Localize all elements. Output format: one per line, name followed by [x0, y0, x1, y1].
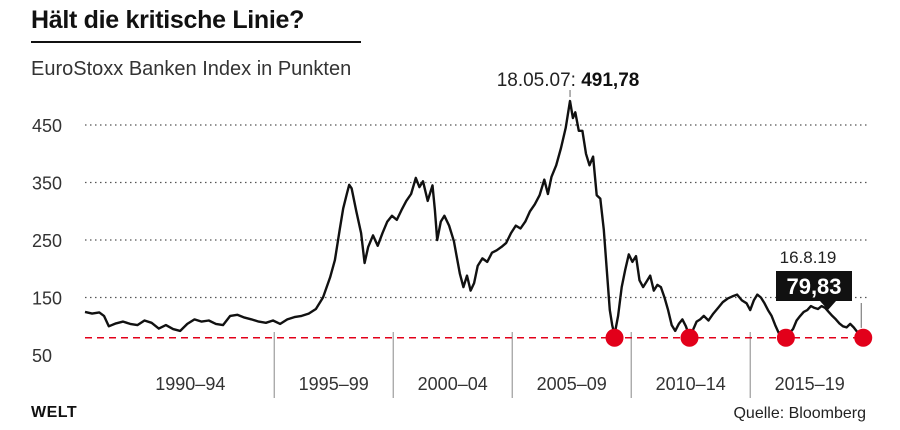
y-tick-label: 250: [32, 231, 62, 251]
x-category-label: 2005–09: [537, 374, 607, 394]
chart-title: Hält die kritische Linie?: [31, 6, 305, 34]
y-tick-label: 450: [32, 116, 62, 136]
title-underline: [31, 41, 361, 43]
support-touch-marker: [776, 328, 795, 347]
x-category-label: 1990–94: [155, 374, 225, 394]
x-category-label: 2010–14: [656, 374, 726, 394]
latest-date-label: 16.8.19: [780, 248, 837, 267]
y-tick-label: 50: [32, 346, 52, 366]
latest-value: 79,83: [786, 274, 841, 299]
peak-date: 18.05.07:: [497, 70, 582, 91]
source-note: Quelle: Bloomberg: [733, 405, 866, 422]
latest-value-box: [776, 271, 852, 310]
brand-logo: WELT: [31, 404, 78, 421]
support-touch-marker: [605, 328, 624, 347]
peak-annotation: 18.05.07: 491,78: [497, 70, 640, 91]
y-tick-label: 350: [32, 174, 62, 194]
peak-value: 491,78: [581, 70, 639, 91]
x-category-label: 2015–19: [775, 374, 845, 394]
support-touch-marker: [854, 328, 873, 347]
x-category-label: 2000–04: [418, 374, 488, 394]
x-category-label: 1995–99: [299, 374, 369, 394]
y-tick-label: 150: [32, 289, 62, 309]
support-touch-marker: [680, 328, 699, 347]
chart-subtitle: EuroStoxx Banken Index in Punkten: [31, 58, 352, 80]
index-series-line: [84, 99, 865, 339]
